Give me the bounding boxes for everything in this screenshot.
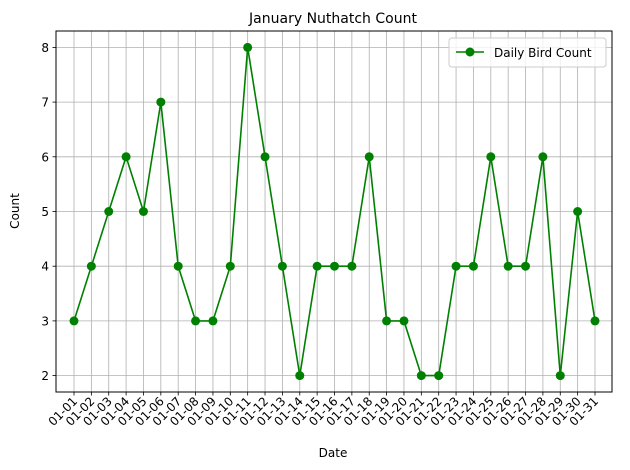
y-axis-title: Count	[8, 193, 22, 229]
y-tick-label: 4	[41, 260, 49, 274]
data-point	[434, 371, 444, 381]
data-point	[260, 152, 270, 162]
data-point	[225, 261, 235, 271]
data-point	[451, 261, 461, 271]
data-point	[121, 152, 131, 162]
y-tick-label: 7	[41, 96, 49, 110]
data-point	[503, 261, 513, 271]
data-point	[138, 207, 148, 216]
data-point	[330, 261, 339, 271]
data-point	[191, 316, 201, 326]
series-layer	[69, 42, 600, 381]
data-point	[173, 261, 183, 271]
data-point	[347, 261, 357, 271]
data-point	[243, 42, 253, 52]
data-point	[573, 207, 583, 216]
data-point	[86, 261, 96, 271]
legend-marker	[465, 47, 475, 57]
data-point	[69, 316, 79, 326]
legend-box	[448, 37, 607, 68]
data-point	[521, 261, 531, 271]
data-point	[416, 371, 426, 381]
data-point	[590, 316, 600, 326]
y-axis: 2 3 4 5 6 7 8	[41, 41, 56, 383]
data-point	[468, 261, 478, 271]
x-axis-title: Date	[319, 446, 348, 460]
y-tick-label: 5	[41, 205, 49, 219]
chart-title: January Nuthatch Count	[248, 11, 417, 27]
legend: Daily Bird Count	[448, 37, 607, 68]
data-point	[382, 316, 392, 326]
data-point	[104, 207, 114, 216]
data-point	[399, 316, 409, 326]
y-tick-label: 2	[41, 369, 49, 383]
y-tick-label: 6	[41, 150, 49, 164]
data-point	[277, 261, 287, 271]
data-point	[295, 371, 305, 381]
data-point	[208, 316, 218, 326]
data-point	[538, 152, 548, 162]
y-tick-label: 3	[41, 314, 49, 328]
legend-label: Daily Bird Count	[494, 46, 592, 60]
data-point	[555, 371, 565, 381]
data-point	[486, 152, 496, 162]
y-tick-label: 8	[41, 41, 49, 55]
data-point	[364, 152, 374, 162]
data-point	[156, 97, 166, 107]
data-point	[312, 261, 322, 271]
